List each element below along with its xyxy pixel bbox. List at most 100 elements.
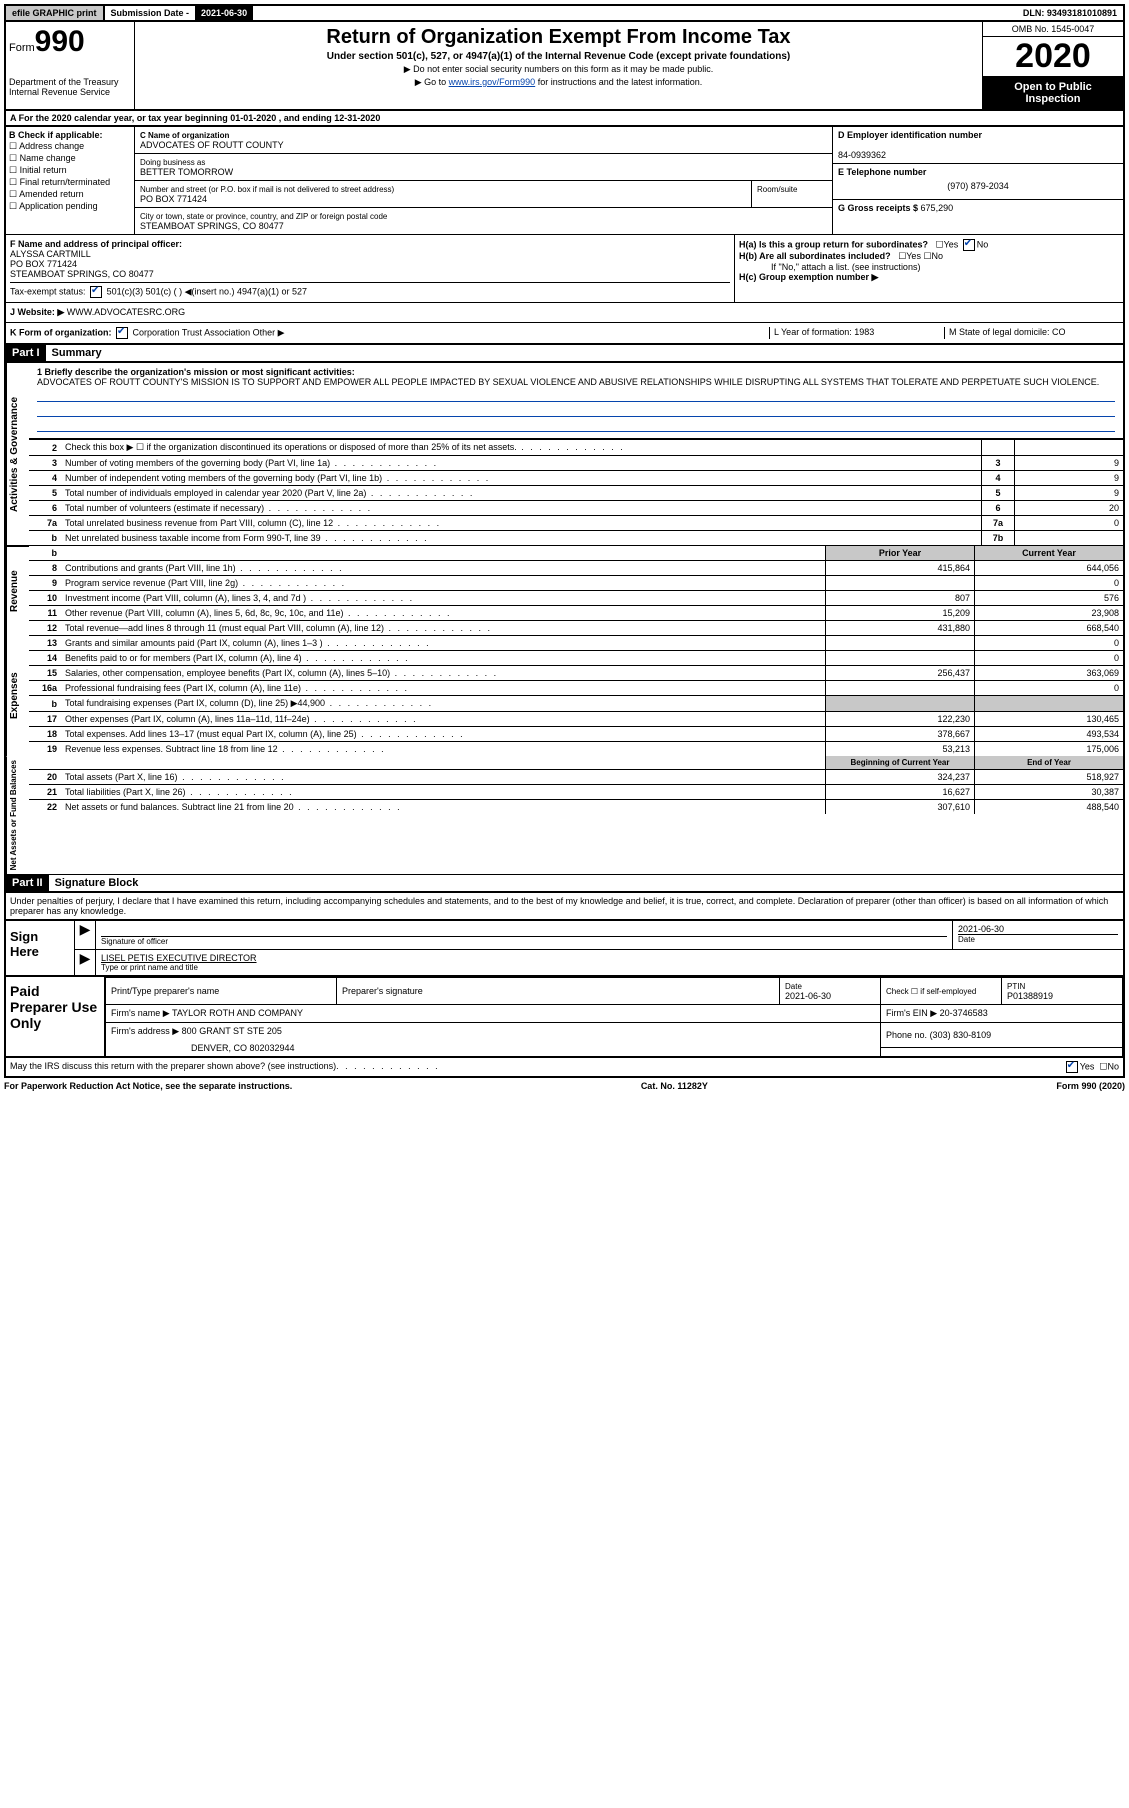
firm-addr-cell: Firm's address ▶ 800 GRANT ST STE 205 DE… xyxy=(106,1023,881,1057)
h-b: H(b) Are all subordinates included? ☐Yes… xyxy=(739,251,1119,262)
chk-final[interactable]: ☐ Final return/terminated xyxy=(9,177,131,188)
section-ag: Activities & Governance 1 Briefly descri… xyxy=(4,363,1125,546)
self-emp: Check ☐ if self-employed xyxy=(881,978,1002,1005)
city-value: STEAMBOAT SPRINGS, CO 80477 xyxy=(140,221,284,231)
row-j: J Website: ▶ WWW.ADVOCATESRC.ORG xyxy=(4,303,1125,323)
table-row: 14Benefits paid to or for members (Part … xyxy=(29,651,1123,666)
dba-label: Doing business as xyxy=(140,158,205,167)
form-note2: ▶ Go to www.irs.gov/Form990 for instruct… xyxy=(139,77,978,88)
ein-block: D Employer identification number 84-0939… xyxy=(833,127,1123,164)
exp-content: 13Grants and similar amounts paid (Part … xyxy=(29,635,1123,756)
chk-name[interactable]: ☐ Name change xyxy=(9,153,131,164)
col-f: F Name and address of principal officer:… xyxy=(6,235,735,302)
mission-text: ADVOCATES OF ROUTT COUNTY'S MISSION IS T… xyxy=(37,377,1099,387)
addr-value: PO BOX 771424 xyxy=(140,194,207,204)
net-content: Beginning of Current Year End of Year 20… xyxy=(29,756,1123,874)
chk-address[interactable]: ☐ Address change xyxy=(9,141,131,152)
top-bar: efile GRAPHIC print Submission Date - 20… xyxy=(4,4,1125,22)
line-a: A For the 2020 calendar year, or tax yea… xyxy=(4,111,1125,127)
dln: DLN: 93493181010891 xyxy=(1017,6,1123,20)
sig-row2: ▶ LISEL PETIS EXECUTIVE DIRECTOR Type or… xyxy=(75,950,1123,975)
prep-right: Print/Type preparer's name Preparer's si… xyxy=(105,977,1123,1056)
mission-blank2 xyxy=(37,404,1115,417)
phone-val: (303) 830-8109 xyxy=(930,1030,992,1040)
ptin-cell: PTINP01388919 xyxy=(1002,978,1123,1005)
table-row: 15Salaries, other compensation, employee… xyxy=(29,666,1123,681)
chk-501c3[interactable] xyxy=(90,286,102,298)
chk-amended-label: Amended return xyxy=(19,189,84,199)
prep-date-cell: Date2021-06-30 xyxy=(780,978,881,1005)
chk-address-label: Address change xyxy=(19,141,84,151)
c-name-label: C Name of organization xyxy=(140,131,229,140)
tel-value: (970) 879-2034 xyxy=(838,177,1118,191)
officer-addr2: STEAMBOAT SPRINGS, CO 80477 xyxy=(10,269,154,279)
omb-number: OMB No. 1545-0047 xyxy=(983,22,1123,37)
part2-title: Signature Block xyxy=(49,877,139,889)
firm-addr-label: Firm's address ▶ xyxy=(111,1026,179,1036)
rev-table: b Prior Year Current Year 8Contributions… xyxy=(29,546,1123,635)
chk-pending[interactable]: ☐ Application pending xyxy=(9,201,131,212)
col-h: H(a) Is this a group return for subordin… xyxy=(735,235,1123,302)
chk-corp[interactable] xyxy=(116,327,128,339)
ptin-label: PTIN xyxy=(1007,982,1025,991)
efile-print-button[interactable]: efile GRAPHIC print xyxy=(6,6,105,20)
section-bcd: B Check if applicable: ☐ Address change … xyxy=(4,127,1125,235)
officer-name: ALYSSA CARTMILL xyxy=(10,249,91,259)
discuss-yes-check[interactable] xyxy=(1066,1061,1078,1073)
firm-name-val: TAYLOR ROTH AND COMPANY xyxy=(172,1008,303,1018)
header-left: Form990 Department of the Treasury Inter… xyxy=(6,22,135,109)
ag-table: 2Check this box ▶ ☐ if the organization … xyxy=(29,439,1123,545)
k-left: K Form of organization: Corporation Trus… xyxy=(10,327,769,339)
firm-name-label: Firm's name ▶ xyxy=(111,1008,170,1018)
chk-pending-label: Application pending xyxy=(19,201,98,211)
firm-addr2: DENVER, CO 802032944 xyxy=(111,1037,875,1053)
side-exp: Expenses xyxy=(6,635,29,756)
chk-initial[interactable]: ☐ Initial return xyxy=(9,165,131,176)
ha-text: H(a) Is this a group return for subordin… xyxy=(739,239,928,249)
side-net: Net Assets or Fund Balances xyxy=(6,756,29,874)
line1-label: 1 Briefly describe the organization's mi… xyxy=(37,367,355,377)
c-dba-block: Doing business as BETTER TOMORROW xyxy=(135,154,832,181)
yes-label: Yes xyxy=(1080,1062,1095,1072)
dots xyxy=(336,1061,440,1073)
paid-preparer-block: Paid Preparer Use Only Print/Type prepar… xyxy=(4,977,1125,1058)
b-label: B Check if applicable: xyxy=(9,130,103,140)
part1-title: Summary xyxy=(46,347,102,359)
submission-label: Submission Date - xyxy=(105,6,196,20)
submission-date: 2021-06-30 xyxy=(195,6,253,20)
website-url: WWW.ADVOCATESRC.ORG xyxy=(67,307,185,317)
h-c: H(c) Group exemption number ▶ xyxy=(739,272,1119,283)
hb-text: H(b) Are all subordinates included? xyxy=(739,251,891,261)
irs-link[interactable]: www.irs.gov/Form990 xyxy=(449,77,536,87)
officer-addr1: PO BOX 771424 xyxy=(10,259,77,269)
table-row: 16aProfessional fundraising fees (Part I… xyxy=(29,681,1123,696)
sig-officer-label: Signature of officer xyxy=(101,936,947,946)
chk-amended[interactable]: ☐ Amended return xyxy=(9,189,131,200)
tel-label: E Telephone number xyxy=(838,167,926,177)
k-label: K Form of organization: xyxy=(10,327,112,337)
phone-label: Phone no. xyxy=(886,1030,927,1040)
header-mid: Return of Organization Exempt From Incom… xyxy=(135,22,982,109)
hb-note: If "No," attach a list. (see instruction… xyxy=(739,262,1119,272)
ein-label: D Employer identification number xyxy=(838,130,982,140)
pra-text: For Paperwork Reduction Act Notice, see … xyxy=(4,1081,292,1091)
tax-opts: 501(c)(3) 501(c) ( ) ◀(insert no.) 4947(… xyxy=(107,286,308,296)
hc-text: H(c) Group exemption number ▶ xyxy=(739,272,878,282)
arrow-icon: ▶ xyxy=(75,921,96,949)
cat-no: Cat. No. 11282Y xyxy=(641,1081,708,1091)
sign-here-label: Sign Here xyxy=(6,921,75,975)
cy-label: Current Year xyxy=(975,546,1124,561)
eoy-label: End of Year xyxy=(975,756,1124,770)
year-formation: L Year of formation: 1983 xyxy=(769,327,944,339)
form-990-big: 990 xyxy=(35,25,85,58)
final-footer: For Paperwork Reduction Act Notice, see … xyxy=(4,1078,1125,1094)
form-word: Form xyxy=(9,42,35,54)
dba-value: BETTER TOMORROW xyxy=(140,167,233,177)
f-label: F Name and address of principal officer: xyxy=(10,239,182,249)
gross-block: G Gross receipts $ 675,290 xyxy=(833,199,1123,235)
table-row: 11Other revenue (Part VIII, column (A), … xyxy=(29,606,1123,621)
ha-no-check[interactable] xyxy=(963,239,975,251)
row-k: K Form of organization: Corporation Trus… xyxy=(4,323,1125,345)
note2-post: for instructions and the latest informat… xyxy=(535,77,702,87)
prep-row3: Firm's address ▶ 800 GRANT ST STE 205 DE… xyxy=(106,1023,1123,1047)
